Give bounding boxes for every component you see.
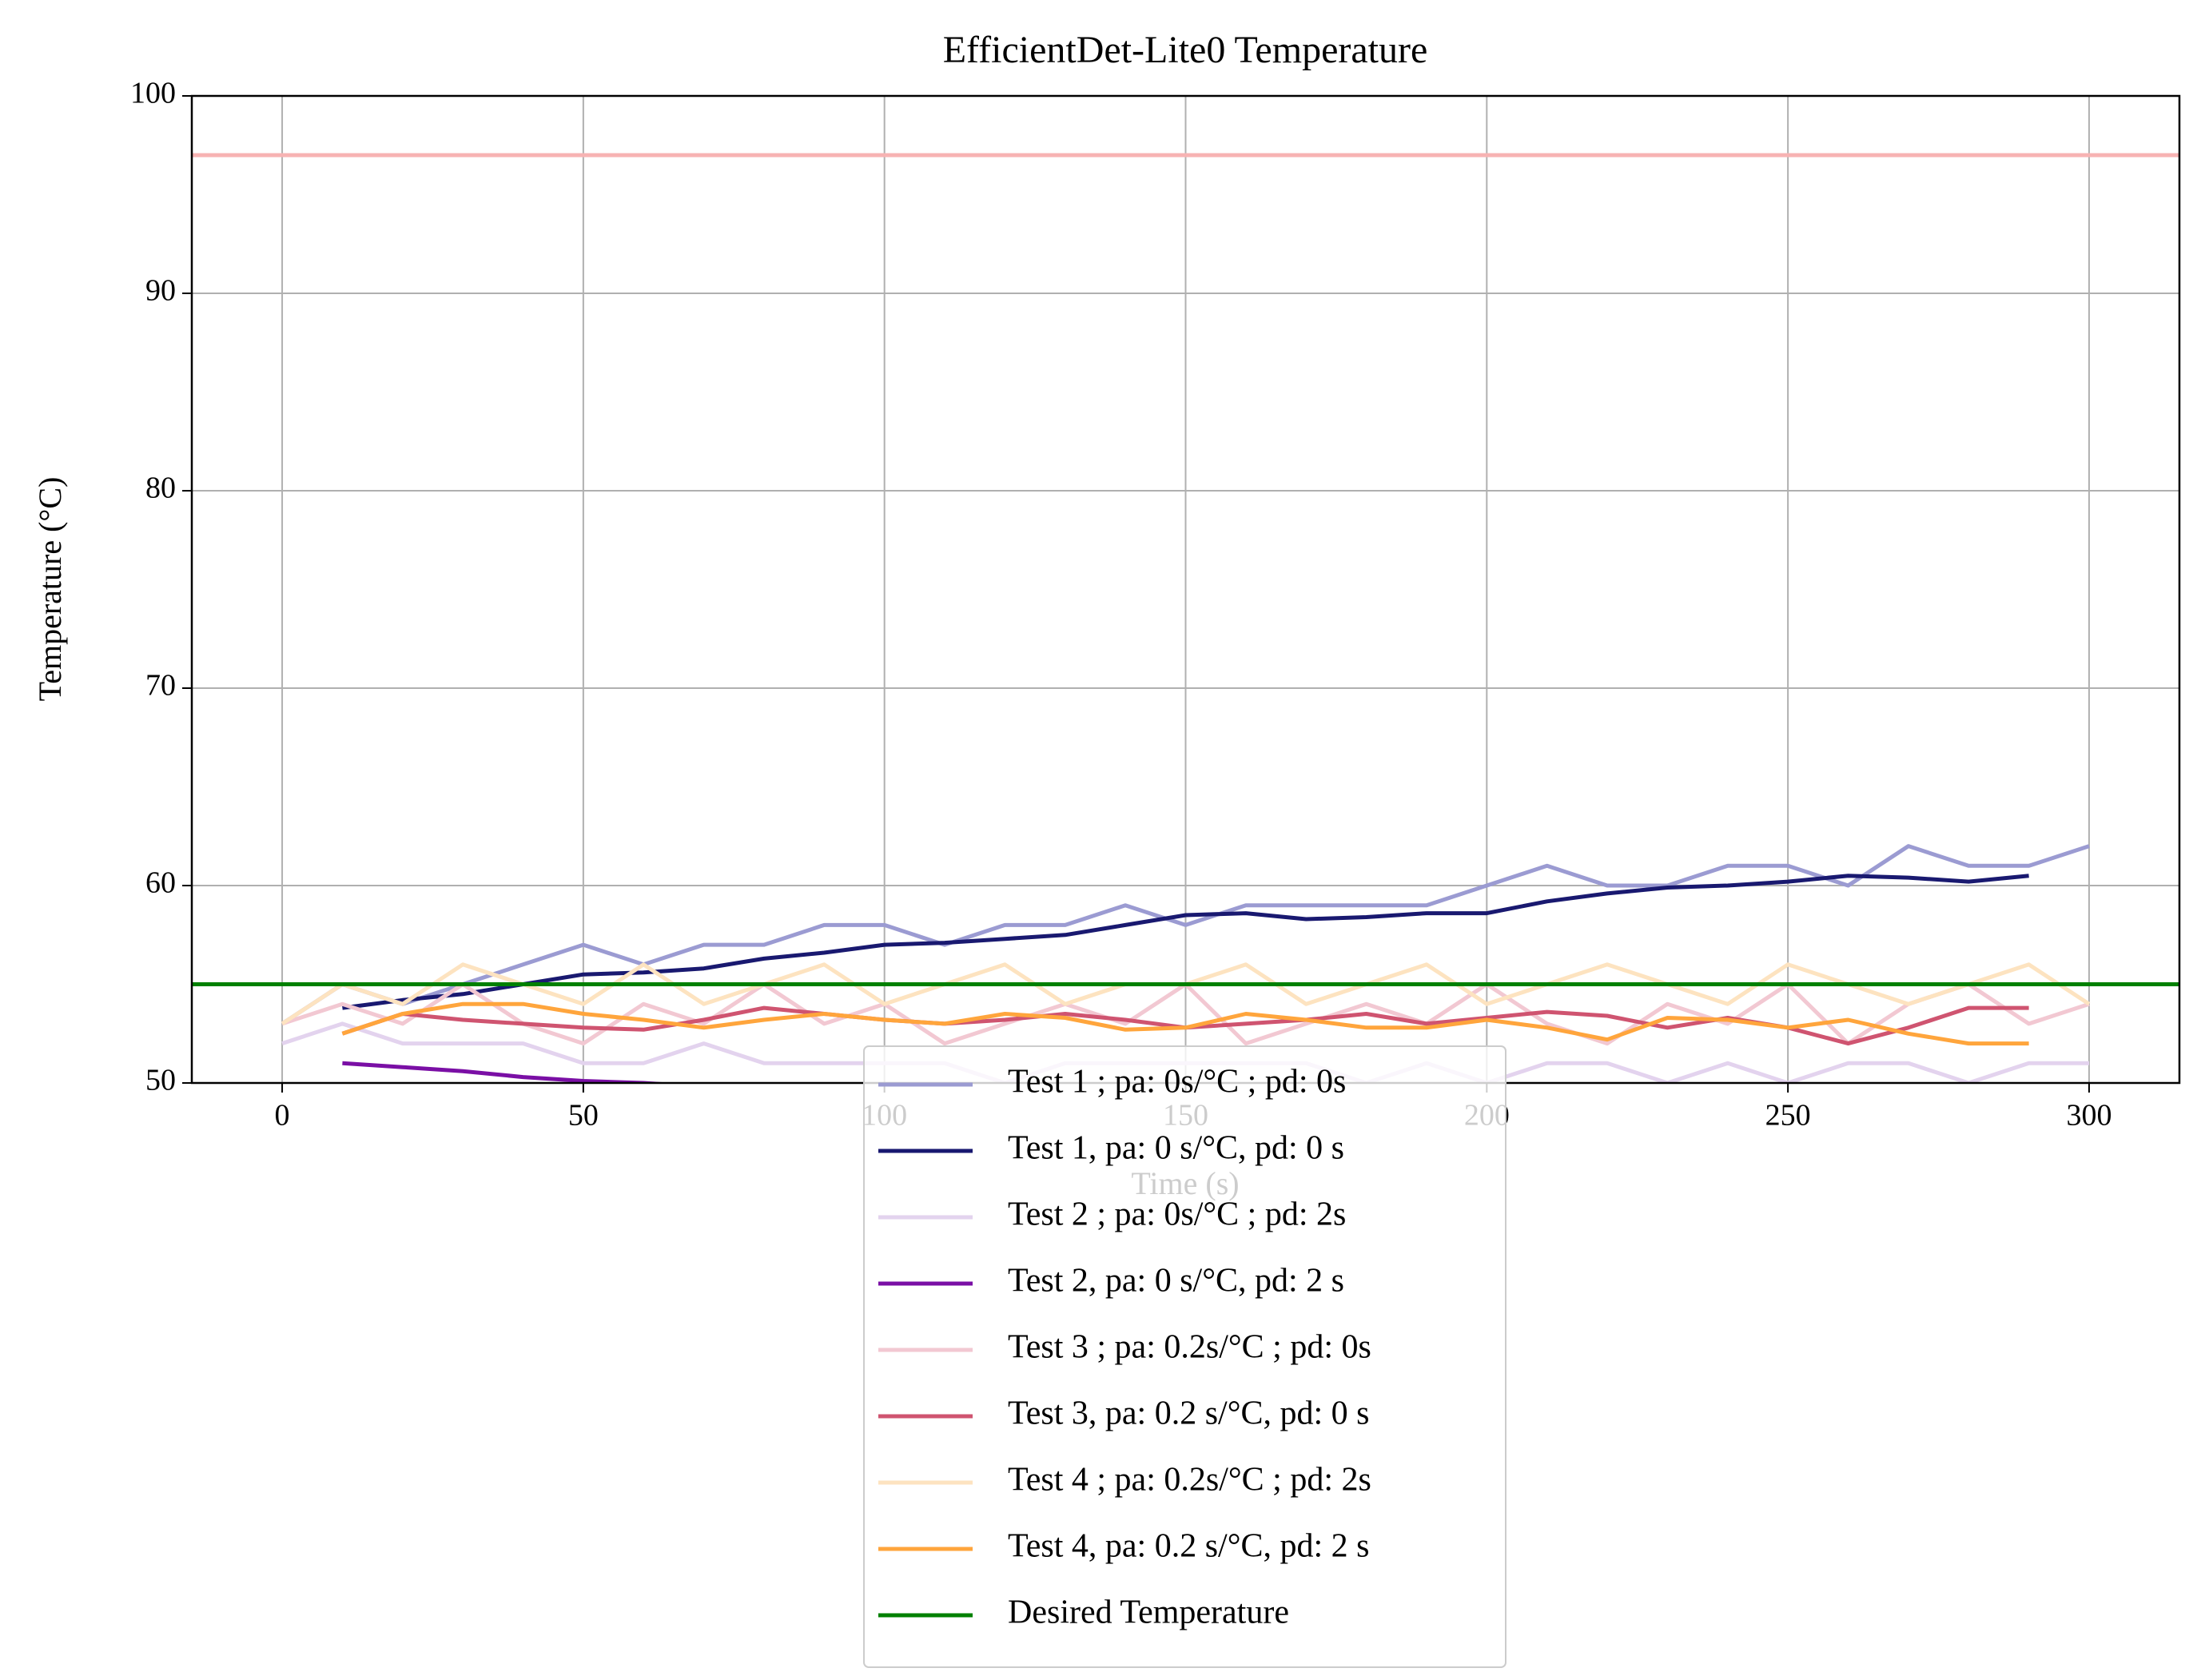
- y-tick-label: 50: [145, 1064, 176, 1097]
- x-tick-label: 300: [2066, 1099, 2111, 1133]
- y-tick-label: 70: [145, 669, 176, 703]
- legend-label: Test 4, pa: 0.2 s/°C, pd: 2 s: [1008, 1528, 1370, 1565]
- chart-title: EfficientDet-Lite0 Temperature: [943, 29, 1428, 71]
- legend: Test 1 ; pa: 0s/°C ; pd: 0s Test 1, pa: 0…: [863, 1045, 1506, 1668]
- x-tick-label: 250: [1765, 1099, 1811, 1133]
- y-tick-label: 80: [145, 472, 176, 505]
- legend-label: Test 1, pa: 0 s/°C, pd: 0 s: [1008, 1130, 1344, 1167]
- x-tick-label: 0: [275, 1099, 290, 1133]
- y-tick-label: 90: [145, 274, 176, 308]
- x-tick-label: 50: [568, 1099, 599, 1133]
- legend-label: Test 2, pa: 0 s/°C, pd: 2 s: [1008, 1263, 1344, 1300]
- legend-label: Test 2 ; pa: 0s/°C ; pd: 2s: [1008, 1196, 1346, 1233]
- legend-label: Test 3, pa: 0.2 s/°C, pd: 0 s: [1008, 1395, 1370, 1432]
- legend-label: Test 4 ; pa: 0.2s/°C ; pd: 2s: [1008, 1462, 1371, 1499]
- y-axis-label: Temperature (°C): [32, 477, 68, 702]
- data-line: [342, 874, 2029, 1010]
- data-line: [281, 844, 2090, 1025]
- data-line: [341, 1001, 2029, 1046]
- legend-label: Test 3 ; pa: 0.2s/°C ; pd: 0s: [1008, 1329, 1371, 1366]
- legend-label: Test 1 ; pa: 0s/°C ; pd: 0s: [1008, 1064, 1346, 1101]
- y-tick-label: 100: [130, 77, 176, 110]
- y-tick-label: 60: [145, 866, 176, 900]
- legend-label: Desired Temperature: [1008, 1594, 1289, 1631]
- legend-box: [863, 1045, 1506, 1668]
